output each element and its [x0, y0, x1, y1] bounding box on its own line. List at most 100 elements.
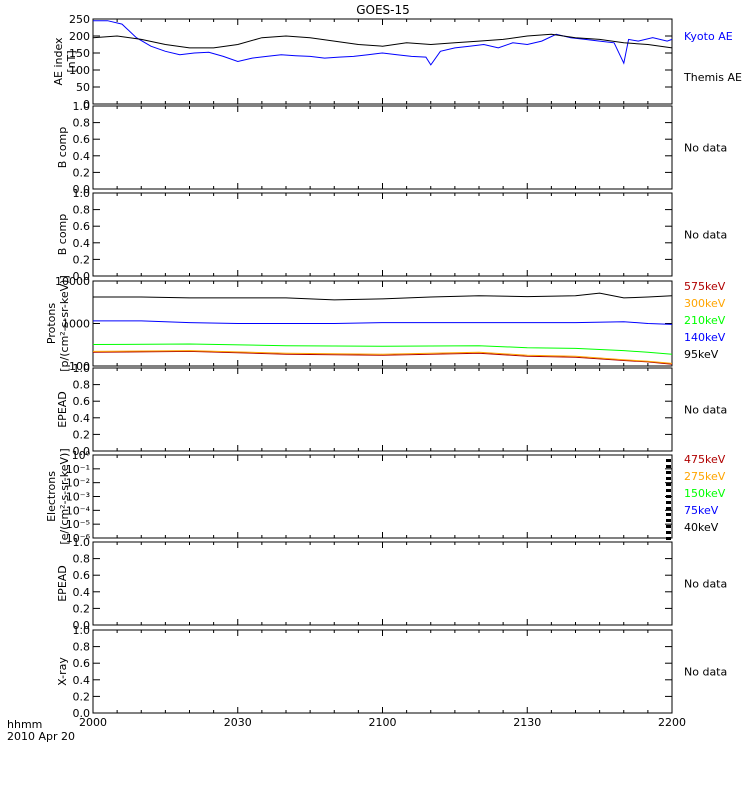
ytick-label: 0.0 [73, 445, 91, 458]
panel-3: 0.0 0.2 0.4 0.6 0.8 1.0 B comp No data [56, 187, 727, 283]
ytick-label: 0.2 [73, 166, 91, 179]
y-axis-label-line: Electrons [45, 471, 58, 522]
ytick-label: 1.0 [73, 362, 91, 375]
y-axis-label-line: EPEAD [56, 391, 69, 428]
series-line-themis-ae [92, 33, 673, 49]
ytick-label: 200 [69, 30, 90, 43]
series-line-575kev [92, 350, 673, 365]
y-axis-label: Protons[p/(cm²-s-sr-keV)] [45, 275, 71, 372]
y-axis-label: EPEAD [56, 391, 69, 428]
legend-150kev: 150keV [684, 487, 726, 500]
ytick-label: 10⁻³ [66, 491, 90, 504]
ytick-label: 0.8 [73, 641, 91, 654]
legend-475kev: 475keV [684, 453, 726, 466]
ytick-label: 0.2 [73, 253, 91, 266]
xtick-label: 2100 [369, 716, 397, 729]
panel-1: 0 50 100 150 200 250 AE index[nT] Kyoto AE Themi… [52, 13, 742, 111]
no-data-note: No data [684, 666, 727, 679]
edge-marker [666, 501, 671, 504]
legend-95kev: 95keV [684, 348, 719, 361]
ytick-label: 0.6 [73, 569, 91, 582]
panel-frame [92, 18, 673, 105]
ytick-label: 1.0 [73, 536, 91, 549]
panels-group: 0 50 100 150 200 250 AE index[nT] Kyoto AE Themi… [45, 13, 742, 729]
series-line-300kev [92, 350, 673, 364]
ytick-label: 0.4 [73, 150, 91, 163]
ytick-label: 0.2 [73, 602, 91, 615]
ytick-label: 10⁻⁵ [66, 518, 90, 531]
panel-frame [92, 454, 673, 539]
edge-marker [666, 525, 671, 528]
ytick-label: 0.8 [73, 553, 91, 566]
y-axis-label: B comp [56, 214, 69, 256]
xtick-label: 2200 [658, 716, 686, 729]
ytick-label: 0.0 [73, 270, 91, 283]
panel-frame [92, 541, 673, 626]
y-axis-label-line: Protons [45, 303, 58, 344]
ytick-label: 100 [69, 64, 90, 77]
ytick-label: 1.0 [73, 100, 91, 113]
ytick-label: 10⁰ [72, 449, 91, 462]
y-axis-label-line: [nT] [65, 50, 78, 72]
panel-8: 0.0 0.2 0.4 0.6 0.8 1.0 X-ray No data 2000 2030 21… [56, 624, 727, 729]
edge-marker [666, 477, 671, 480]
y-axis-label: AE index[nT] [52, 37, 78, 86]
edge-marker [666, 489, 671, 492]
edge-marker [666, 459, 671, 462]
panel-2: 0.0 0.2 0.4 0.6 0.8 1.0 B comp No data [56, 100, 727, 196]
series-line-95kev [93, 292, 673, 301]
ytick-label: 150 [69, 47, 90, 60]
y-axis-label: B comp [56, 127, 69, 169]
no-data-note: No data [684, 229, 727, 242]
series-line-140kev [93, 320, 673, 325]
no-data-note: No data [684, 578, 727, 591]
ytick-label: 10000 [55, 275, 90, 288]
ytick-label: 0.4 [73, 586, 91, 599]
ytick-label: 10⁻² [66, 477, 90, 490]
ytick-label: 0 [83, 98, 90, 111]
ytick-label: 0.6 [73, 395, 91, 408]
edge-marker [666, 531, 671, 534]
legend-300kev: 300keV [684, 297, 726, 310]
ytick-label: 0.8 [73, 117, 91, 130]
legend-kyoto-ae: Kyoto AE [684, 30, 733, 43]
ytick-label: 0.0 [73, 619, 91, 632]
panel-7: 0.0 0.2 0.4 0.6 0.8 1.0 EPEAD No data [56, 536, 727, 632]
ytick-label: 0.8 [73, 379, 91, 392]
ytick-label: 0.2 [73, 690, 91, 703]
xtick-label: 2130 [513, 716, 541, 729]
ytick-label: 0.6 [73, 220, 91, 233]
panel-frame [92, 105, 673, 190]
legend-themis-ae: Themis AE [683, 71, 742, 84]
no-data-note: No data [684, 404, 727, 417]
ytick-label: 1.0 [73, 624, 91, 637]
y-axis-label-line: EPEAD [56, 565, 69, 602]
legend-140kev: 140keV [684, 331, 726, 344]
y-axis-label: Electrons[e/(cm²-s-sr-keV)] [45, 448, 71, 544]
plot-title: GOES-15 [356, 3, 410, 17]
ytick-label: 0.4 [73, 412, 91, 425]
time-label-hhmm: hhmm [7, 718, 42, 731]
xtick-label: 2030 [224, 716, 252, 729]
ytick-label: 10⁻⁶ [66, 532, 91, 545]
edge-marker [666, 507, 671, 510]
ytick-label: 1.0 [73, 187, 91, 200]
legend-40kev: 40keV [684, 521, 719, 534]
y-axis-label-line: AE index [52, 37, 65, 86]
legend-210kev: 210keV [684, 314, 726, 327]
legend-575kev: 575keV [684, 280, 726, 293]
edge-marker [666, 471, 671, 474]
ytick-label: 1000 [62, 318, 90, 331]
y-axis-label-line: X-ray [56, 657, 69, 686]
panel-frame [92, 192, 673, 277]
edge-marker [666, 483, 671, 486]
y-axis-label-line: [p/(cm²-s-sr-keV)] [58, 275, 71, 372]
ytick-label: 50 [76, 81, 90, 94]
series-line-210kev [92, 343, 673, 355]
y-axis-label-line: [e/(cm²-s-sr-keV)] [58, 448, 71, 544]
legend-75kev: 75keV [684, 504, 719, 517]
ytick-label: 0.4 [73, 674, 91, 687]
legend-275kev: 275keV [684, 470, 726, 483]
edge-marker [666, 519, 671, 522]
